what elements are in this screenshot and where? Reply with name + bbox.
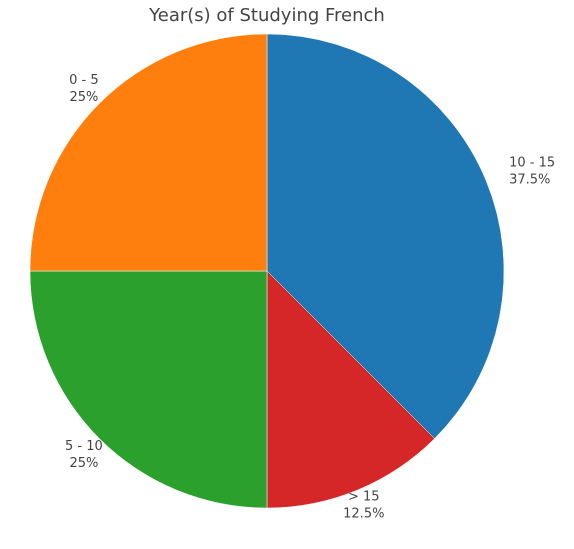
pie-slice-3[interactable] — [29, 33, 268, 272]
pie-labels: 10 - 15 37.5% > 15 12.5% 5 - 10 25% 0 - 5 25% — [65, 73, 555, 522]
pie-slice-1[interactable] — [266, 270, 435, 509]
pie-slice-2[interactable] — [29, 270, 268, 509]
pie-slice-percent-0: 37.5% — [509, 173, 550, 188]
pie-slice-label-3: 0 - 5 25% — [69, 73, 99, 105]
pie-slices — [29, 33, 505, 509]
pie-slice-percent-1: 12.5% — [343, 507, 384, 522]
chart-title: Year(s) of Studying French — [148, 5, 385, 26]
pie-slice-label-0: 10 - 15 37.5% — [509, 156, 555, 188]
pie-slice-label-1: > 15 12.5% — [343, 490, 384, 522]
pie-slice-percent-3: 25% — [69, 90, 98, 105]
pie-slice-percent-2: 25% — [69, 456, 98, 471]
pie-slice-category-0: 10 - 15 — [509, 156, 555, 171]
pie-slice-category-1: > 15 — [348, 490, 380, 505]
pie-slice-0[interactable] — [266, 33, 505, 439]
pie-slice-category-2: 5 - 10 — [65, 439, 103, 454]
pie-slice-label-2: 5 - 10 25% — [65, 439, 103, 471]
pie-slice-category-3: 0 - 5 — [69, 73, 99, 88]
